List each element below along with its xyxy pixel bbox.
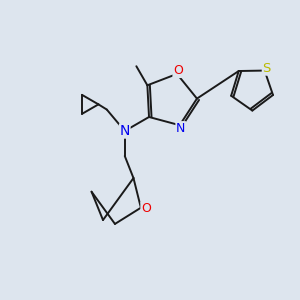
Text: N: N (120, 124, 130, 138)
Text: S: S (262, 62, 271, 75)
Text: N: N (176, 122, 185, 135)
Text: O: O (141, 202, 151, 215)
Text: O: O (173, 64, 183, 77)
